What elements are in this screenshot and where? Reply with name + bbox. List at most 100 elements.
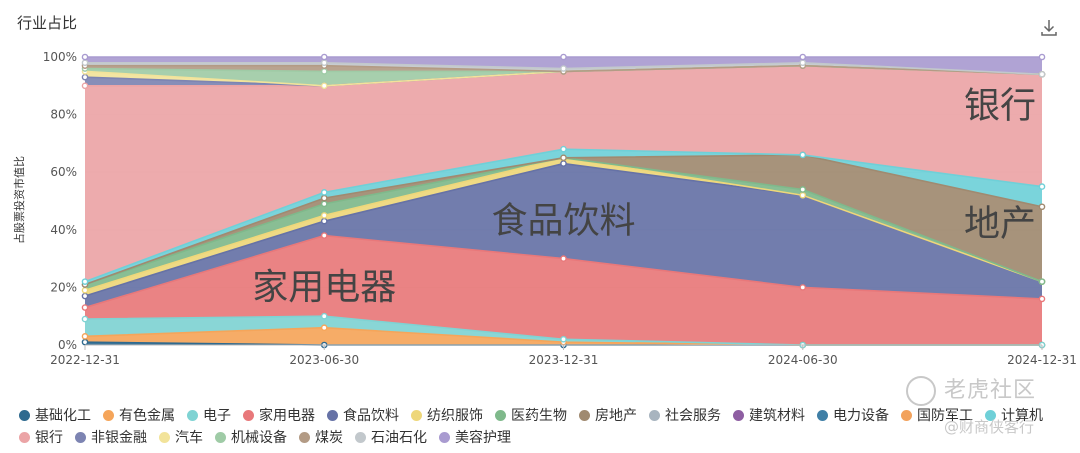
point-美容护理[interactable] [560, 53, 567, 61]
point-医药生物[interactable] [320, 200, 328, 208]
legend-label: 医药生物 [511, 408, 567, 424]
legend-label: 食品饮料 [343, 408, 399, 424]
point-家用电器[interactable] [799, 284, 807, 291]
legend-item[interactable]: 石油石化 [355, 427, 427, 447]
point-家用电器[interactable] [81, 304, 89, 311]
legend-marker [299, 431, 310, 443]
legend-marker [439, 431, 450, 443]
legend-marker [649, 409, 660, 421]
legend-marker [243, 409, 254, 421]
legend-item[interactable]: 电子 [187, 405, 231, 425]
point-计算机[interactable] [320, 189, 328, 196]
point-石油石化[interactable] [81, 59, 89, 67]
point-电子[interactable] [560, 335, 567, 343]
point-计算机[interactable] [81, 278, 89, 285]
point-电子[interactable] [320, 312, 328, 320]
point-石油石化[interactable] [799, 59, 807, 67]
legend-marker [75, 431, 86, 443]
point-有色金属[interactable] [81, 333, 89, 340]
point-纺织服饰[interactable] [81, 286, 89, 294]
chart-title: 行业占比 [17, 14, 78, 32]
legend-marker [215, 431, 226, 443]
legend-item[interactable]: 食品饮料 [327, 405, 399, 425]
point-石油石化[interactable] [560, 65, 567, 72]
legend-item[interactable]: 非银金融 [75, 427, 147, 447]
legend-label: 机械设备 [231, 430, 287, 446]
legend-marker [985, 409, 996, 421]
point-石油石化[interactable] [320, 59, 328, 67]
y-tick-label: 40% [50, 223, 77, 237]
point-美容护理[interactable] [320, 53, 328, 61]
point-石油石化[interactable] [1038, 70, 1046, 78]
point-家用电器[interactable] [1038, 295, 1046, 303]
point-美容护理[interactable] [799, 53, 807, 61]
axis-layer: 0% 20% 40% 60% 80% 100% 2022-12-31 2023-06-30 20… [43, 50, 1077, 367]
x-tick-label: 2022-12-31 [50, 353, 120, 367]
point-基础化工[interactable] [81, 338, 89, 346]
point-食品饮料[interactable] [560, 160, 567, 167]
x-tick-label: 2024-06-30 [768, 353, 838, 367]
point-机械设备[interactable] [320, 68, 328, 75]
point-纺织服饰[interactable] [320, 212, 328, 219]
point-食品饮料[interactable] [81, 292, 89, 300]
point-银行[interactable] [81, 82, 89, 90]
y-tick-label: 20% [50, 280, 77, 294]
point-房地产[interactable] [320, 194, 328, 202]
point-房地产[interactable] [560, 154, 567, 162]
legend-marker [103, 409, 114, 421]
legend-item[interactable]: 建筑材料 [733, 405, 805, 425]
legend-item[interactable]: 社会服务 [649, 405, 721, 425]
point-医药生物[interactable] [799, 186, 807, 193]
legend-label: 社会服务 [665, 408, 721, 424]
x-tick-label: 2023-06-30 [289, 353, 359, 367]
point-有色金属[interactable] [320, 324, 328, 332]
legend-item[interactable]: 家用电器 [243, 405, 315, 425]
legend-item[interactable]: 美容护理 [439, 427, 511, 447]
legend-label: 家用电器 [259, 408, 315, 424]
legend-item[interactable]: 医药生物 [495, 405, 567, 425]
point-计算机[interactable] [799, 151, 807, 159]
annotation-label: 食品饮料 [491, 201, 635, 242]
area-有色金属 [85, 327, 1042, 345]
legend-item[interactable]: 国防军工 [901, 405, 973, 425]
legend-marker [19, 409, 30, 421]
point-家用电器[interactable] [560, 255, 567, 262]
annotation-label: 银行 [964, 85, 1036, 126]
point-家用电器[interactable] [320, 232, 328, 239]
legend-item[interactable]: 房地产 [579, 405, 637, 425]
y-tick-label: 80% [50, 108, 77, 122]
point-非银金融[interactable] [81, 73, 89, 81]
legend-item[interactable]: 基础化工 [19, 405, 91, 425]
legend-item[interactable]: 汽车 [159, 427, 203, 447]
point-电子[interactable] [81, 315, 89, 323]
point-医药生物[interactable] [1038, 278, 1046, 285]
point-计算机[interactable] [560, 145, 567, 153]
legend-label: 石油石化 [371, 430, 427, 446]
point-美容护理[interactable] [81, 53, 89, 61]
area-家用电器 [85, 235, 1042, 345]
legend-marker [411, 409, 422, 421]
point-美容护理[interactable] [1038, 53, 1046, 61]
area-银行 [85, 65, 1042, 282]
annotation-label: 家用电器 [252, 267, 396, 308]
legend-item[interactable]: 银行 [19, 427, 63, 447]
legend-marker [187, 409, 198, 421]
legend-item[interactable]: 有色金属 [103, 405, 175, 425]
download-icon[interactable] [1038, 17, 1060, 39]
legend-item[interactable]: 纺织服饰 [411, 405, 483, 425]
area-机械设备 [85, 65, 1042, 86]
point-纺织服饰[interactable] [799, 191, 807, 199]
legend-label: 电子 [203, 408, 231, 424]
x-tick-label: 2024-12-31 [1007, 353, 1077, 367]
point-计算机[interactable] [1038, 183, 1046, 190]
point-layer [81, 53, 1046, 349]
legend-item[interactable]: 电力设备 [817, 405, 889, 425]
legend-marker [901, 409, 912, 421]
legend-item[interactable]: 计算机 [985, 405, 1043, 425]
legend-item[interactable]: 机械设备 [215, 427, 287, 447]
point-房地产[interactable] [1038, 203, 1046, 211]
legend-item[interactable]: 煤炭 [299, 427, 343, 447]
point-食品饮料[interactable] [320, 217, 328, 225]
point-汽车[interactable] [320, 82, 328, 90]
